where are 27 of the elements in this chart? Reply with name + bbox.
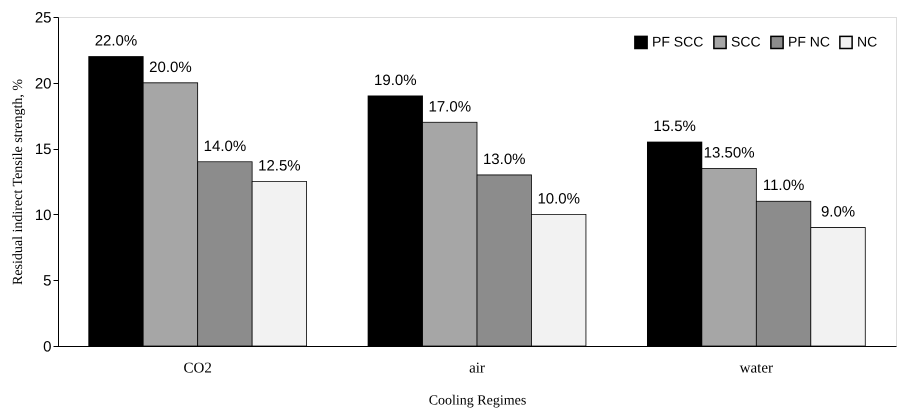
data-label: 20.0% (149, 58, 192, 76)
x-tick-label: water (740, 360, 773, 376)
data-label: 13.50% (704, 144, 755, 162)
data-label: 14.0% (204, 138, 246, 155)
data-label: 15.5% (653, 118, 696, 136)
data-label: 22.0% (94, 32, 138, 50)
x-tick-label: CO2 (183, 360, 212, 376)
data-label: 12.5% (258, 158, 301, 174)
y-axis-title: Residual indirect Tensile strength, % (10, 78, 26, 285)
y-tick-label: 20 (34, 75, 52, 92)
data-label: 11.0% (762, 177, 804, 194)
y-tick-label: 10 (34, 206, 52, 224)
legend-label: SCC (731, 33, 761, 50)
data-label: 19.0% (374, 72, 417, 89)
data-label: 17.0% (428, 98, 472, 116)
y-tick-label: 25 (34, 10, 52, 26)
legend-label: NC (857, 33, 878, 50)
x-tick-label: air (469, 360, 485, 376)
data-label: 9.0% (820, 204, 856, 221)
data-label: 10.0% (537, 190, 580, 208)
y-tick-label: 0 (43, 338, 52, 356)
legend-label: PF SCC (652, 33, 704, 50)
y-tick-label: 15 (34, 141, 52, 158)
y-tick-label: 5 (43, 272, 52, 290)
x-axis-title: Cooling Regimes (428, 394, 526, 408)
data-label: 13.0% (482, 150, 526, 168)
legend-label: PF NC (788, 33, 830, 50)
